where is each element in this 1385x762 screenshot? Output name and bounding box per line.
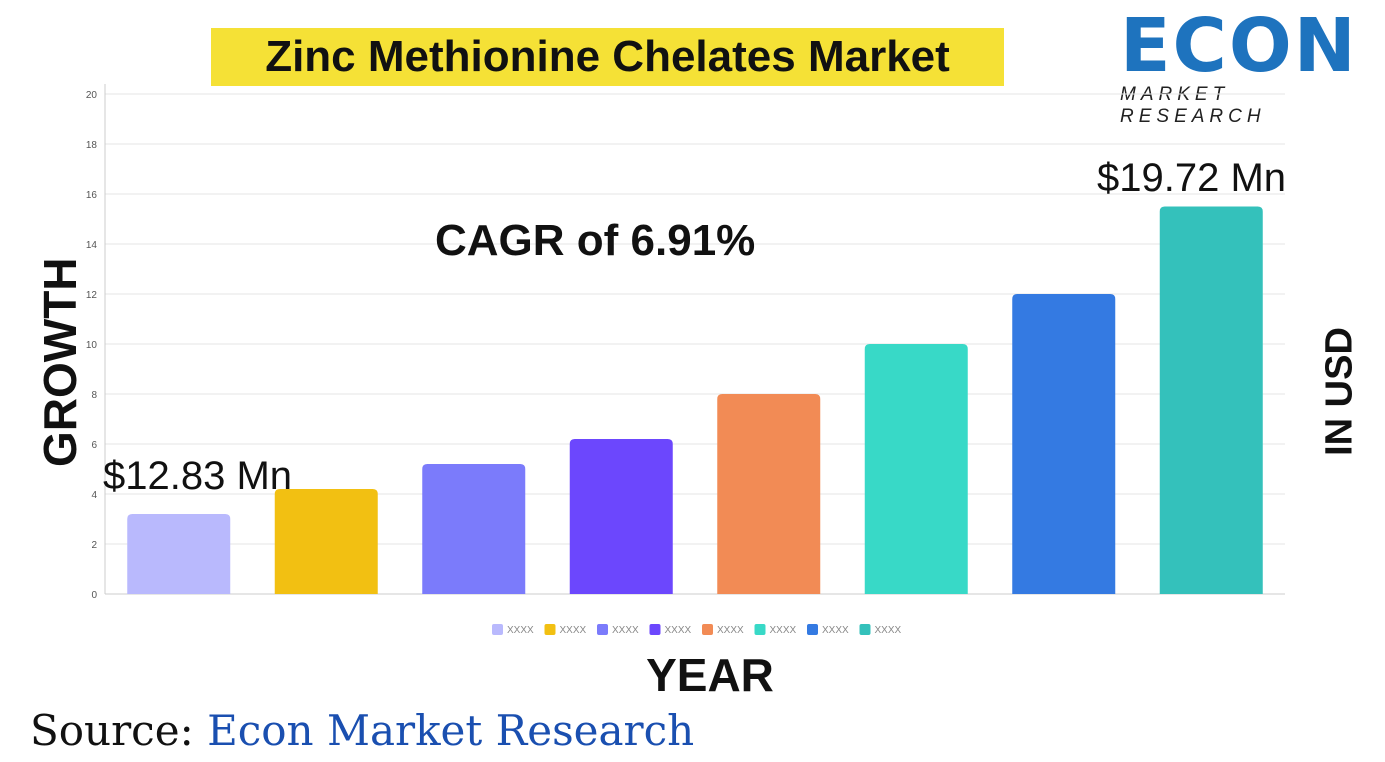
- y-tick-label: 6: [91, 440, 97, 451]
- source-line: Source: Econ Market Research: [30, 706, 694, 755]
- chart-title: Zinc Methionine Chelates Market: [211, 28, 1004, 86]
- y-tick-label: 18: [86, 140, 98, 151]
- legend-swatch: [544, 624, 556, 635]
- y-tick-label: 2: [91, 540, 97, 551]
- y-tick-label: 8: [91, 390, 97, 401]
- legend-swatch: [649, 624, 661, 635]
- cagr-annotation: CAGR of 6.91%: [435, 216, 756, 265]
- bar: [717, 394, 821, 594]
- econ-logo: ECON MARKET RESEARCH: [1120, 3, 1375, 127]
- legend-label: XXXX: [770, 625, 797, 636]
- legend-label: XXXX: [717, 625, 744, 636]
- bar: [1159, 206, 1263, 594]
- legend-label: XXXX: [822, 625, 849, 636]
- legend-label: XXXX: [875, 625, 902, 636]
- y-axis-label: GROWTH: [34, 257, 86, 467]
- logo-text: ECON: [1120, 3, 1358, 89]
- source-label: Source:: [30, 706, 194, 755]
- legend-swatch: [492, 624, 503, 635]
- bar: [274, 489, 378, 594]
- bar: [1012, 294, 1116, 594]
- legend-label: XXXX: [507, 625, 534, 636]
- y-tick-label: 14: [86, 240, 98, 251]
- legend-swatch: [702, 624, 713, 635]
- right-axis-label: IN USD: [1318, 327, 1361, 456]
- bar: [422, 464, 526, 594]
- y-tick-label: 4: [91, 490, 97, 501]
- start-value-annotation: $12.83 Mn: [103, 454, 293, 498]
- legend-label: XXXX: [560, 625, 587, 636]
- x-axis-label: YEAR: [646, 649, 774, 701]
- source-value: Econ Market Research: [207, 706, 695, 755]
- y-tick-label: 20: [86, 90, 98, 101]
- end-value-annotation: $19.72 Mn: [1097, 156, 1287, 200]
- legend-swatch: [754, 624, 766, 635]
- legend-swatch: [597, 624, 608, 635]
- legend-label: XXXX: [665, 625, 692, 636]
- legend-swatch: [859, 624, 871, 635]
- legend-label: XXXX: [612, 625, 639, 636]
- bar: [569, 439, 673, 594]
- y-tick-label: 16: [86, 190, 98, 201]
- y-tick-label: 0: [91, 590, 97, 601]
- bar: [864, 344, 968, 594]
- y-tick-label: 12: [86, 290, 98, 301]
- legend-swatch: [807, 624, 818, 635]
- bar: [127, 514, 231, 594]
- y-tick-label: 10: [86, 340, 98, 351]
